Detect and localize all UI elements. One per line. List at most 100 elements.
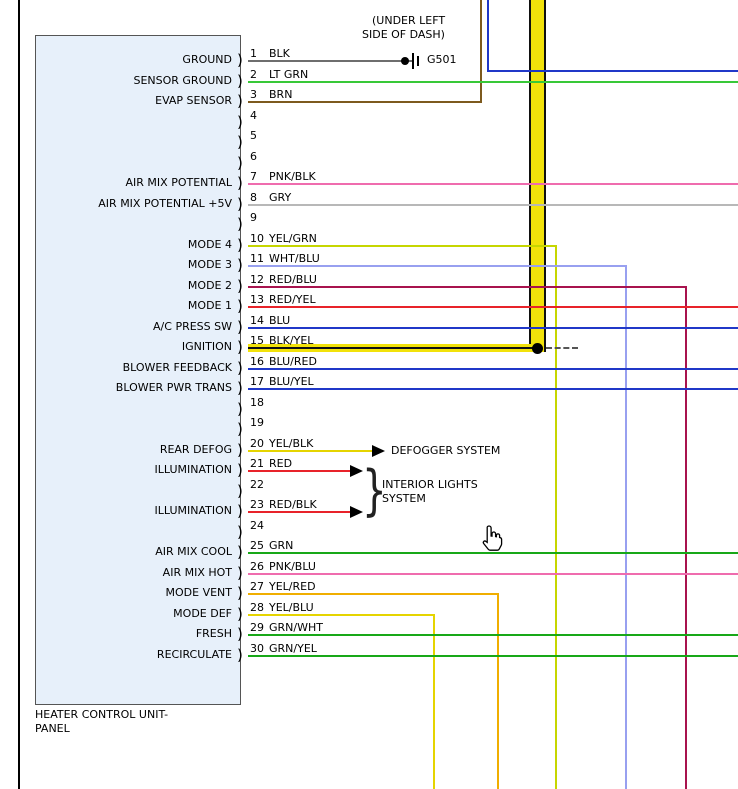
pin-number: 27 <box>250 580 264 593</box>
wire-color-label: BLU/YEL <box>269 375 314 388</box>
hand-cursor-icon <box>482 525 503 551</box>
pin-number: 1 <box>250 47 257 60</box>
wire-color-label: RED/BLK <box>269 498 317 511</box>
ground-dot <box>401 57 409 65</box>
pin-number: 4 <box>250 108 257 122</box>
pin-bracket-icon: ) <box>237 625 243 643</box>
pin-number: 5 <box>250 129 257 142</box>
wire-color-label: YEL/BLK <box>269 436 314 450</box>
pin-label: MODE 3 <box>187 258 232 271</box>
pin-bracket-icon: ) <box>237 92 243 110</box>
defogger-system-label: DEFOGGER SYSTEM <box>391 444 501 457</box>
pin-label: AIR MIX POTENTIAL +5V <box>98 196 232 210</box>
wire-color-label: LT GRN <box>269 67 309 81</box>
pin-number: 7 <box>250 170 257 183</box>
interior-lights-label-line2: SYSTEM <box>382 492 426 505</box>
pin-label: ILLUMINATION <box>154 504 233 517</box>
pin-label: IGNITION <box>181 340 232 353</box>
pin-label: GROUND <box>182 53 232 66</box>
system-arrow-icon <box>372 444 385 457</box>
system-arrow-icon <box>350 506 363 518</box>
pin-number: 22 <box>250 477 264 491</box>
pin-bracket-icon: ) <box>237 481 243 500</box>
pin-label: EVAP SENSOR <box>155 94 232 107</box>
ground-note-line1: (UNDER LEFT <box>372 14 446 27</box>
pin-label: FRESH <box>195 627 232 640</box>
ignition-trunk-vertical <box>529 0 546 352</box>
pin-number: 18 <box>250 395 264 409</box>
pin-bracket-icon: ) <box>237 543 243 561</box>
wire-pin-21 <box>248 470 350 472</box>
wire-color-label: RED <box>269 457 293 470</box>
pin-bracket-icon: ) <box>237 645 243 664</box>
pin-bracket-icon: ) <box>237 502 243 520</box>
wire-color-label: GRN <box>269 539 294 552</box>
wire-color-label: YEL/RED <box>269 580 316 593</box>
pin-bracket-icon: ) <box>237 604 243 623</box>
pin-label: SENSOR GROUND <box>133 73 232 87</box>
pin-bracket-icon: ) <box>237 112 243 131</box>
wire-pin-27-drop <box>497 593 499 789</box>
pin-label: AIR MIX HOT <box>162 565 232 579</box>
wire-pin-27 <box>248 593 499 595</box>
pin-number: 11 <box>250 252 264 265</box>
pin-number: 24 <box>250 518 264 532</box>
wire-pin-11 <box>248 265 627 267</box>
pin-number: 6 <box>250 149 257 163</box>
pin-number: 25 <box>250 539 264 552</box>
wire-color-label: BRN <box>269 88 293 101</box>
pin-bracket-icon: ) <box>237 215 243 233</box>
pin-number: 23 <box>250 498 264 511</box>
wire-pin-1 <box>248 60 413 62</box>
wire-pin-7 <box>248 183 738 185</box>
pin-label: MODE DEF <box>173 606 232 620</box>
system-arrow-icon <box>350 465 363 477</box>
pin-number: 29 <box>250 621 264 634</box>
wire-color-label: RED/YEL <box>269 293 316 306</box>
pin-bracket-icon: ) <box>237 317 243 336</box>
pin-bracket-icon: ) <box>237 338 243 356</box>
pin-label: MODE 4 <box>187 237 232 251</box>
pin-number: 12 <box>250 272 264 286</box>
pin-label: MODE VENT <box>165 586 233 599</box>
unit-caption-line2: PANEL <box>35 722 70 735</box>
pin-number: 16 <box>250 354 264 368</box>
wire-color-label: BLU <box>269 313 291 327</box>
pin-bracket-icon: ) <box>237 51 243 69</box>
wire-pin-15-stripe <box>248 347 538 349</box>
pin-number: 9 <box>250 211 257 224</box>
pin-number: 17 <box>250 375 264 388</box>
pin-label: MODE 1 <box>187 299 232 312</box>
wire-color-label: BLU/RED <box>269 354 317 368</box>
pin-label: MODE 2 <box>187 278 232 292</box>
wire-pin-10 <box>248 244 557 247</box>
pin-bracket-icon: ) <box>237 297 243 315</box>
ground-note-line2: SIDE OF DASH) <box>362 28 445 41</box>
wire-pin-26 <box>248 572 738 575</box>
wire-pin-17 <box>248 388 738 390</box>
wire-pin-12-drop <box>685 285 687 789</box>
pin-label: BLOWER FEEDBACK <box>122 360 232 374</box>
wire-color-label: GRY <box>269 190 292 204</box>
splice-dot <box>532 343 543 354</box>
pin-number: 30 <box>250 641 264 655</box>
heater-control-unit-box <box>35 35 241 705</box>
wire-pin-3-riser <box>480 0 482 103</box>
wire-pin-16 <box>248 367 738 370</box>
wire-pin-3 <box>248 101 482 103</box>
blue-branch-wire <box>487 70 738 72</box>
ground-bar-short-icon <box>417 56 419 66</box>
pin-bracket-icon: ) <box>237 358 243 377</box>
wire-pin-29 <box>248 634 738 636</box>
pin-bracket-icon: ) <box>237 153 243 172</box>
pin-label: AIR MIX POTENTIAL <box>125 176 232 189</box>
pin-label: RECIRCULATE <box>156 647 232 661</box>
pin-bracket-icon: ) <box>237 584 243 602</box>
interior-lights-label-line1: INTERIOR LIGHTS <box>382 478 478 491</box>
wire-color-label: GRN/YEL <box>269 641 317 655</box>
wire-pin-2 <box>248 80 738 83</box>
wire-color-label: BLK/YEL <box>269 334 314 347</box>
unit-caption-line1: HEATER CONTROL UNIT- <box>35 708 169 721</box>
wire-color-label: BLK <box>269 47 290 60</box>
wire-color-label: GRN/WHT <box>269 621 323 634</box>
